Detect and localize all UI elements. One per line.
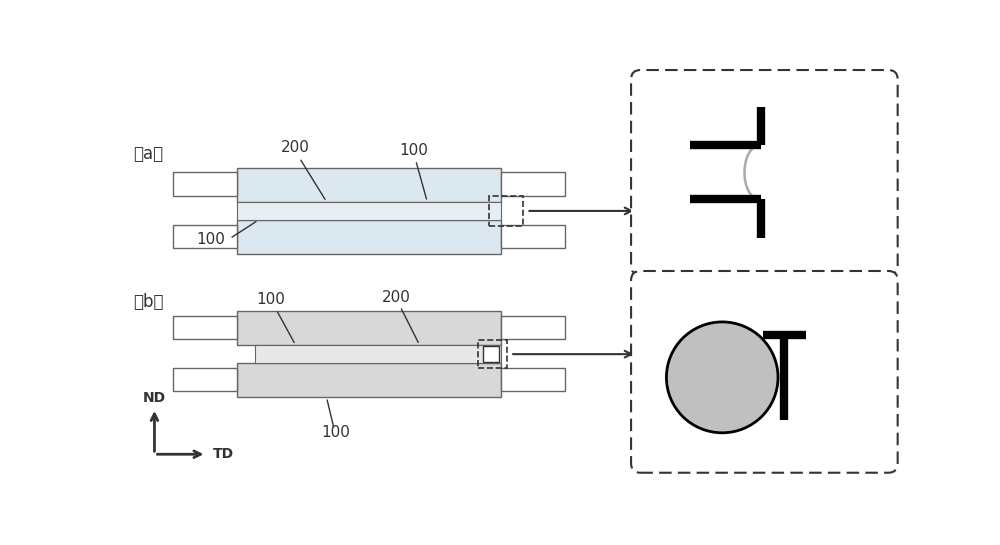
Bar xyxy=(501,225,565,248)
Text: （a）: （a） xyxy=(133,145,163,163)
Bar xyxy=(173,172,237,196)
Bar xyxy=(478,340,507,368)
Text: 200: 200 xyxy=(281,141,310,155)
Text: 200: 200 xyxy=(382,290,411,305)
Bar xyxy=(237,364,501,397)
FancyBboxPatch shape xyxy=(631,70,898,275)
Bar xyxy=(489,196,523,226)
Bar xyxy=(173,225,237,248)
Text: ND: ND xyxy=(143,391,166,405)
FancyBboxPatch shape xyxy=(631,271,898,473)
Text: 100: 100 xyxy=(256,292,285,307)
Bar xyxy=(501,368,565,391)
Bar xyxy=(501,316,565,339)
Bar xyxy=(173,316,237,339)
Text: 100: 100 xyxy=(399,143,428,159)
Circle shape xyxy=(666,322,778,433)
Bar xyxy=(237,220,501,254)
Text: 100: 100 xyxy=(804,87,833,101)
Text: 100: 100 xyxy=(815,298,844,313)
Bar xyxy=(255,345,501,364)
Bar xyxy=(173,368,237,391)
Text: （b）: （b） xyxy=(133,293,163,311)
Bar xyxy=(501,172,565,196)
Text: 200: 200 xyxy=(800,226,829,241)
Text: 100: 100 xyxy=(321,425,350,439)
Bar xyxy=(237,311,501,345)
Bar xyxy=(237,202,501,220)
Bar xyxy=(483,347,499,362)
Bar xyxy=(237,168,501,202)
Text: 200: 200 xyxy=(776,436,805,451)
Text: TD: TD xyxy=(213,447,234,461)
Text: 100: 100 xyxy=(196,232,225,247)
